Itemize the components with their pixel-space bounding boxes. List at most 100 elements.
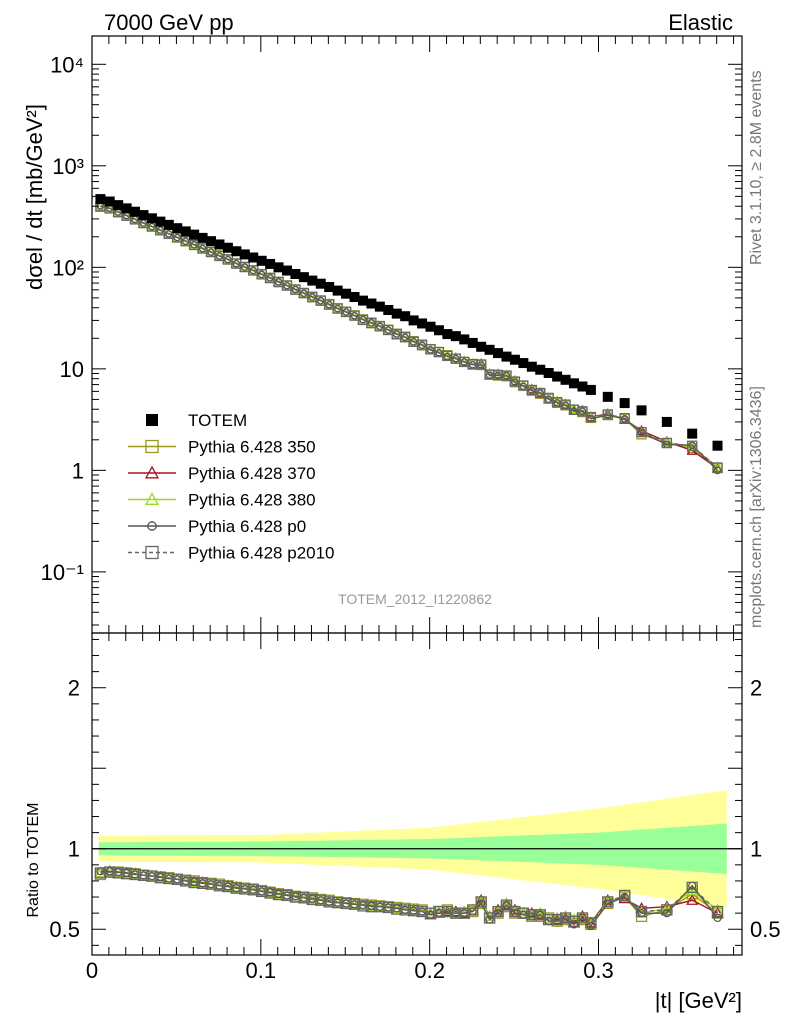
series-pythia-6-428-p2010-ratio-point	[517, 907, 530, 919]
series-pythia-6-428-p0-main-point	[266, 274, 274, 282]
main-y-tick-label: 10⁴	[50, 52, 84, 77]
series-totem-point	[95, 194, 106, 205]
series-pythia-6-428-p2010-ratio-point	[137, 869, 150, 881]
series-pythia-6-428-380-main-point	[306, 291, 318, 302]
series-pythia-6-428-p2010-ratio-point	[424, 907, 437, 919]
series-totem-point	[341, 288, 352, 299]
ratio-y-tick-label-right: 0.5	[750, 917, 781, 942]
analysis-watermark: TOTEM_2012_I1220862	[338, 591, 492, 607]
legend-pythia-6-428-p2010-marker	[145, 545, 159, 560]
ratio-y-axis-label: Ratio to TOTEM	[25, 803, 42, 918]
series-totem-point	[239, 249, 250, 260]
main-y-tick-label: 10²	[52, 255, 84, 280]
legend-pythia-6-428-p0-marker	[147, 521, 157, 531]
series-totem-point	[408, 315, 419, 326]
series-pythia-6-428-p0-main-point	[384, 326, 393, 334]
series-pythia-6-428-p2010-ratio-point	[129, 868, 141, 881]
ratio-y-tick-label: 1	[68, 837, 80, 862]
series-pythia-6-428-p2010-ratio-point	[264, 887, 276, 899]
series-totem-point	[113, 200, 124, 211]
series-pythia-6-428-p2010-ratio-point	[196, 877, 209, 890]
series-pythia-6-428-p2010-main-point	[535, 387, 546, 399]
series-pythia-6-428-p0-main-point	[409, 338, 418, 346]
series-totem-point	[197, 232, 208, 243]
x-tick-label: 0.3	[583, 958, 614, 983]
series-pythia-6-428-p2010-ratio-point	[289, 891, 302, 903]
series-pythia-6-428-p2010-ratio-point	[323, 896, 335, 908]
series-pythia-6-428-p2010-ratio-point	[340, 897, 352, 910]
series-totem-point	[206, 236, 217, 247]
legend-totem-marker	[146, 414, 158, 426]
series-pythia-6-428-p2010-main-point	[577, 406, 588, 417]
series-pythia-6-428-p2010-ratio-point	[205, 878, 217, 890]
series-totem-point	[501, 351, 512, 362]
main-series-layer	[94, 194, 724, 475]
series-pythia-6-428-p0-main-point	[173, 233, 182, 242]
series-totem-point	[459, 334, 470, 345]
series-totem-point	[256, 255, 267, 266]
series-pythia-6-428-p0-main-point	[215, 252, 224, 260]
series-pythia-6-428-370-ratio-point	[525, 906, 538, 918]
series-pythia-6-428-p2010-ratio-point	[391, 903, 403, 915]
x-axis-label: |t| [GeV²]	[655, 988, 742, 1013]
x-tick-label: 0.2	[414, 958, 445, 983]
series-totem-point	[450, 331, 461, 342]
series-pythia-6-428-p2010-ratio-point	[441, 905, 454, 918]
series-pythia-6-428-p2010-main-line	[100, 205, 718, 469]
legend: TOTEM Pythia 6.428 350 Pythia 6.428 370 Pyt…	[128, 411, 335, 563]
series-pythia-6-428-p2010-ratio-point	[619, 889, 631, 902]
series-pythia-6-428-p0-main-point	[333, 304, 342, 313]
series-pythia-6-428-p2010-ratio-point	[365, 901, 378, 913]
x-tick-label: 0	[86, 958, 98, 983]
series-pythia-6-428-p2010-ratio-point	[298, 892, 310, 904]
main-y-axis-label: dσel / dt [mb/GeV²]	[22, 104, 47, 290]
ratio-panel: 0 0.1 0.2 0.3 0.5 0.5 1 1 2 2 Ratio to TOTEM |t| …	[25, 632, 781, 1013]
main-panel: 10⁻¹ 1 10 10² 10³ 10⁴ TOTEM_2012_I1220862 dσe…	[22, 35, 743, 634]
series-totem-point	[222, 242, 233, 253]
series-pythia-6-428-p2010-ratio-point	[551, 913, 563, 926]
series-pythia-6-428-p0-main-point	[401, 333, 409, 342]
series-pythia-6-428-p2010-main-point	[712, 462, 723, 473]
series-pythia-6-428-p2010-ratio-point	[94, 867, 107, 879]
series-pythia-6-428-p0-ratio-point	[502, 900, 511, 910]
series-pythia-6-428-p2010-ratio-point	[407, 905, 420, 917]
series-totem-point	[138, 210, 149, 221]
series-pythia-6-428-p0-main-point	[249, 266, 258, 275]
series-pythia-6-428-p2010-ratio-point	[661, 904, 673, 916]
legend-pythia-6-428-p2010-label: Pythia 6.428 p2010	[188, 544, 335, 563]
series-totem-point	[189, 229, 200, 240]
series-pythia-6-428-p0-main-point	[350, 311, 359, 320]
series-totem-point	[509, 354, 520, 365]
series-totem-point	[400, 311, 411, 322]
series-pythia-6-428-p2010-ratio-point	[526, 909, 538, 921]
series-pythia-6-428-p0-main-point	[190, 240, 198, 249]
series-pythia-6-428-p2010-ratio-point	[213, 880, 226, 892]
series-totem-point	[163, 219, 174, 230]
series-totem-point	[619, 398, 630, 409]
series-totem-point	[265, 258, 276, 269]
series-totem-point	[282, 265, 292, 276]
legend-pythia-6-428-380-marker	[144, 492, 160, 505]
series-pythia-6-428-p2010-ratio-point	[357, 900, 369, 912]
series-pythia-6-428-p0-main-point	[240, 263, 249, 271]
series-pythia-6-428-380-main-point	[154, 224, 166, 235]
series-pythia-6-428-p2010-ratio-point	[458, 907, 470, 919]
series-totem-point	[214, 239, 225, 250]
series-pythia-6-428-p2010-ratio-point	[188, 876, 200, 889]
series-totem-point	[442, 329, 453, 340]
main-y-tick-label: 1	[72, 458, 84, 483]
series-pythia-6-428-p2010-ratio-point	[272, 888, 285, 901]
series-pythia-6-428-p2010-main-point	[661, 437, 673, 449]
series-pythia-6-428-p2010-ratio-point	[374, 901, 386, 913]
series-pythia-6-428-p2010-ratio-point	[559, 912, 572, 924]
series-pythia-6-428-p2010-ratio-point	[711, 905, 724, 918]
series-pythia-6-428-p2010-ratio-point	[450, 907, 462, 919]
main-y-tick-label: 10⁻¹	[41, 560, 84, 585]
series-pythia-6-428-p2010-main-point	[585, 411, 597, 423]
series-totem-point	[290, 268, 301, 279]
ratio-uncertainty-bands	[92, 790, 742, 908]
series-pythia-6-428-p0-main-point	[165, 230, 173, 238]
series-pythia-6-428-p0-main-point	[367, 319, 376, 327]
series-pythia-6-428-p0-main-point	[198, 244, 207, 253]
series-pythia-6-428-p2010-ratio-point	[543, 913, 555, 926]
